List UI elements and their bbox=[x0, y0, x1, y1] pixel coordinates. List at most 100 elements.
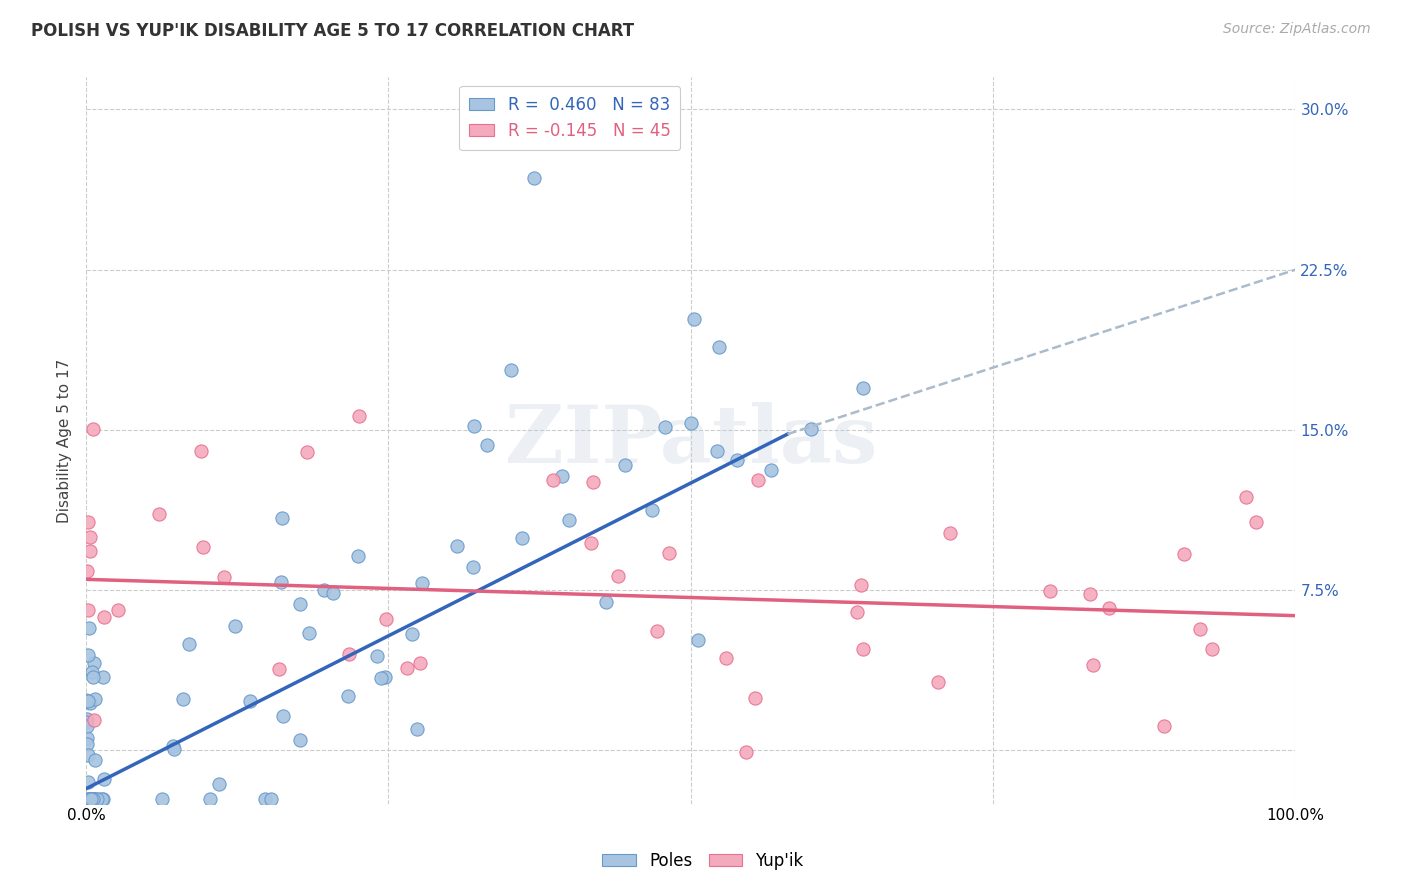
Point bbox=[290, 732, 312, 747]
Point bbox=[254, 792, 277, 806]
Point bbox=[314, 582, 336, 597]
Point bbox=[607, 569, 630, 583]
Point bbox=[595, 594, 617, 608]
Point bbox=[76, 712, 98, 726]
Point bbox=[190, 444, 212, 458]
Point bbox=[77, 792, 100, 806]
Point bbox=[76, 714, 98, 729]
Point bbox=[1153, 719, 1175, 733]
Point bbox=[645, 624, 668, 638]
Point bbox=[83, 792, 105, 806]
Point bbox=[346, 549, 368, 563]
Point bbox=[370, 671, 392, 685]
Point bbox=[707, 340, 730, 354]
Point bbox=[79, 792, 101, 806]
Point bbox=[475, 438, 498, 452]
Point bbox=[79, 792, 101, 806]
Point bbox=[735, 745, 758, 759]
Point bbox=[79, 544, 101, 558]
Point bbox=[759, 463, 782, 477]
Point bbox=[551, 468, 574, 483]
Point bbox=[177, 637, 200, 651]
Point bbox=[77, 747, 100, 762]
Point bbox=[686, 633, 709, 648]
Point bbox=[75, 693, 97, 707]
Text: Source: ZipAtlas.com: Source: ZipAtlas.com bbox=[1223, 22, 1371, 37]
Point bbox=[162, 739, 184, 753]
Point bbox=[939, 526, 962, 541]
Point bbox=[290, 597, 312, 611]
Point bbox=[224, 618, 246, 632]
Point bbox=[658, 546, 681, 560]
Point bbox=[90, 792, 112, 806]
Point bbox=[83, 713, 105, 727]
Point bbox=[927, 674, 949, 689]
Point bbox=[83, 752, 105, 766]
Point bbox=[82, 422, 104, 436]
Point bbox=[93, 609, 115, 624]
Point bbox=[77, 792, 100, 806]
Point bbox=[77, 693, 100, 707]
Point bbox=[1244, 515, 1267, 529]
Point bbox=[259, 792, 281, 806]
Point bbox=[269, 661, 291, 675]
Point bbox=[679, 416, 702, 430]
Point bbox=[725, 453, 748, 467]
Point bbox=[582, 475, 605, 489]
Point bbox=[714, 651, 737, 665]
Point bbox=[411, 575, 433, 590]
Text: ZIPatlas: ZIPatlas bbox=[505, 401, 877, 480]
Point bbox=[522, 170, 544, 185]
Point bbox=[463, 418, 485, 433]
Point bbox=[91, 670, 114, 684]
Point bbox=[82, 670, 104, 684]
Point bbox=[1038, 583, 1060, 598]
Point bbox=[1234, 490, 1257, 504]
Point bbox=[172, 691, 194, 706]
Point bbox=[373, 670, 395, 684]
Point bbox=[84, 792, 107, 806]
Point bbox=[337, 690, 360, 704]
Point bbox=[79, 697, 101, 711]
Point bbox=[541, 473, 564, 487]
Point bbox=[79, 792, 101, 806]
Point bbox=[93, 792, 115, 806]
Text: POLISH VS YUP'IK DISABILITY AGE 5 TO 17 CORRELATION CHART: POLISH VS YUP'IK DISABILITY AGE 5 TO 17 … bbox=[31, 22, 634, 40]
Point bbox=[501, 362, 523, 376]
Point bbox=[76, 737, 98, 751]
Point bbox=[401, 626, 423, 640]
Point bbox=[510, 531, 533, 545]
Point bbox=[375, 612, 398, 626]
Point bbox=[239, 694, 262, 708]
Point bbox=[87, 792, 110, 806]
Point bbox=[1188, 622, 1211, 636]
Point bbox=[1201, 642, 1223, 657]
Legend: R =  0.460   N = 83, R = -0.145   N = 45: R = 0.460 N = 83, R = -0.145 N = 45 bbox=[460, 86, 681, 150]
Point bbox=[270, 574, 292, 589]
Point bbox=[80, 792, 103, 806]
Point bbox=[80, 665, 103, 679]
Point bbox=[395, 661, 418, 675]
Point bbox=[207, 777, 229, 791]
Point bbox=[579, 535, 602, 549]
Point bbox=[76, 731, 98, 745]
Point bbox=[641, 503, 664, 517]
Point bbox=[77, 603, 100, 617]
Point bbox=[82, 792, 104, 806]
Point bbox=[76, 718, 98, 732]
Point bbox=[852, 642, 875, 657]
Point bbox=[846, 605, 869, 619]
Point bbox=[86, 792, 108, 806]
Point bbox=[1081, 657, 1104, 672]
Point bbox=[406, 722, 429, 736]
Point bbox=[613, 458, 636, 472]
Legend: Poles, Yup'ik: Poles, Yup'ik bbox=[596, 846, 810, 877]
Point bbox=[337, 647, 360, 661]
Point bbox=[198, 792, 221, 806]
Point bbox=[744, 691, 766, 706]
Point bbox=[76, 792, 98, 806]
Point bbox=[191, 540, 214, 554]
Point bbox=[79, 530, 101, 544]
Point bbox=[461, 559, 484, 574]
Point bbox=[82, 792, 104, 806]
